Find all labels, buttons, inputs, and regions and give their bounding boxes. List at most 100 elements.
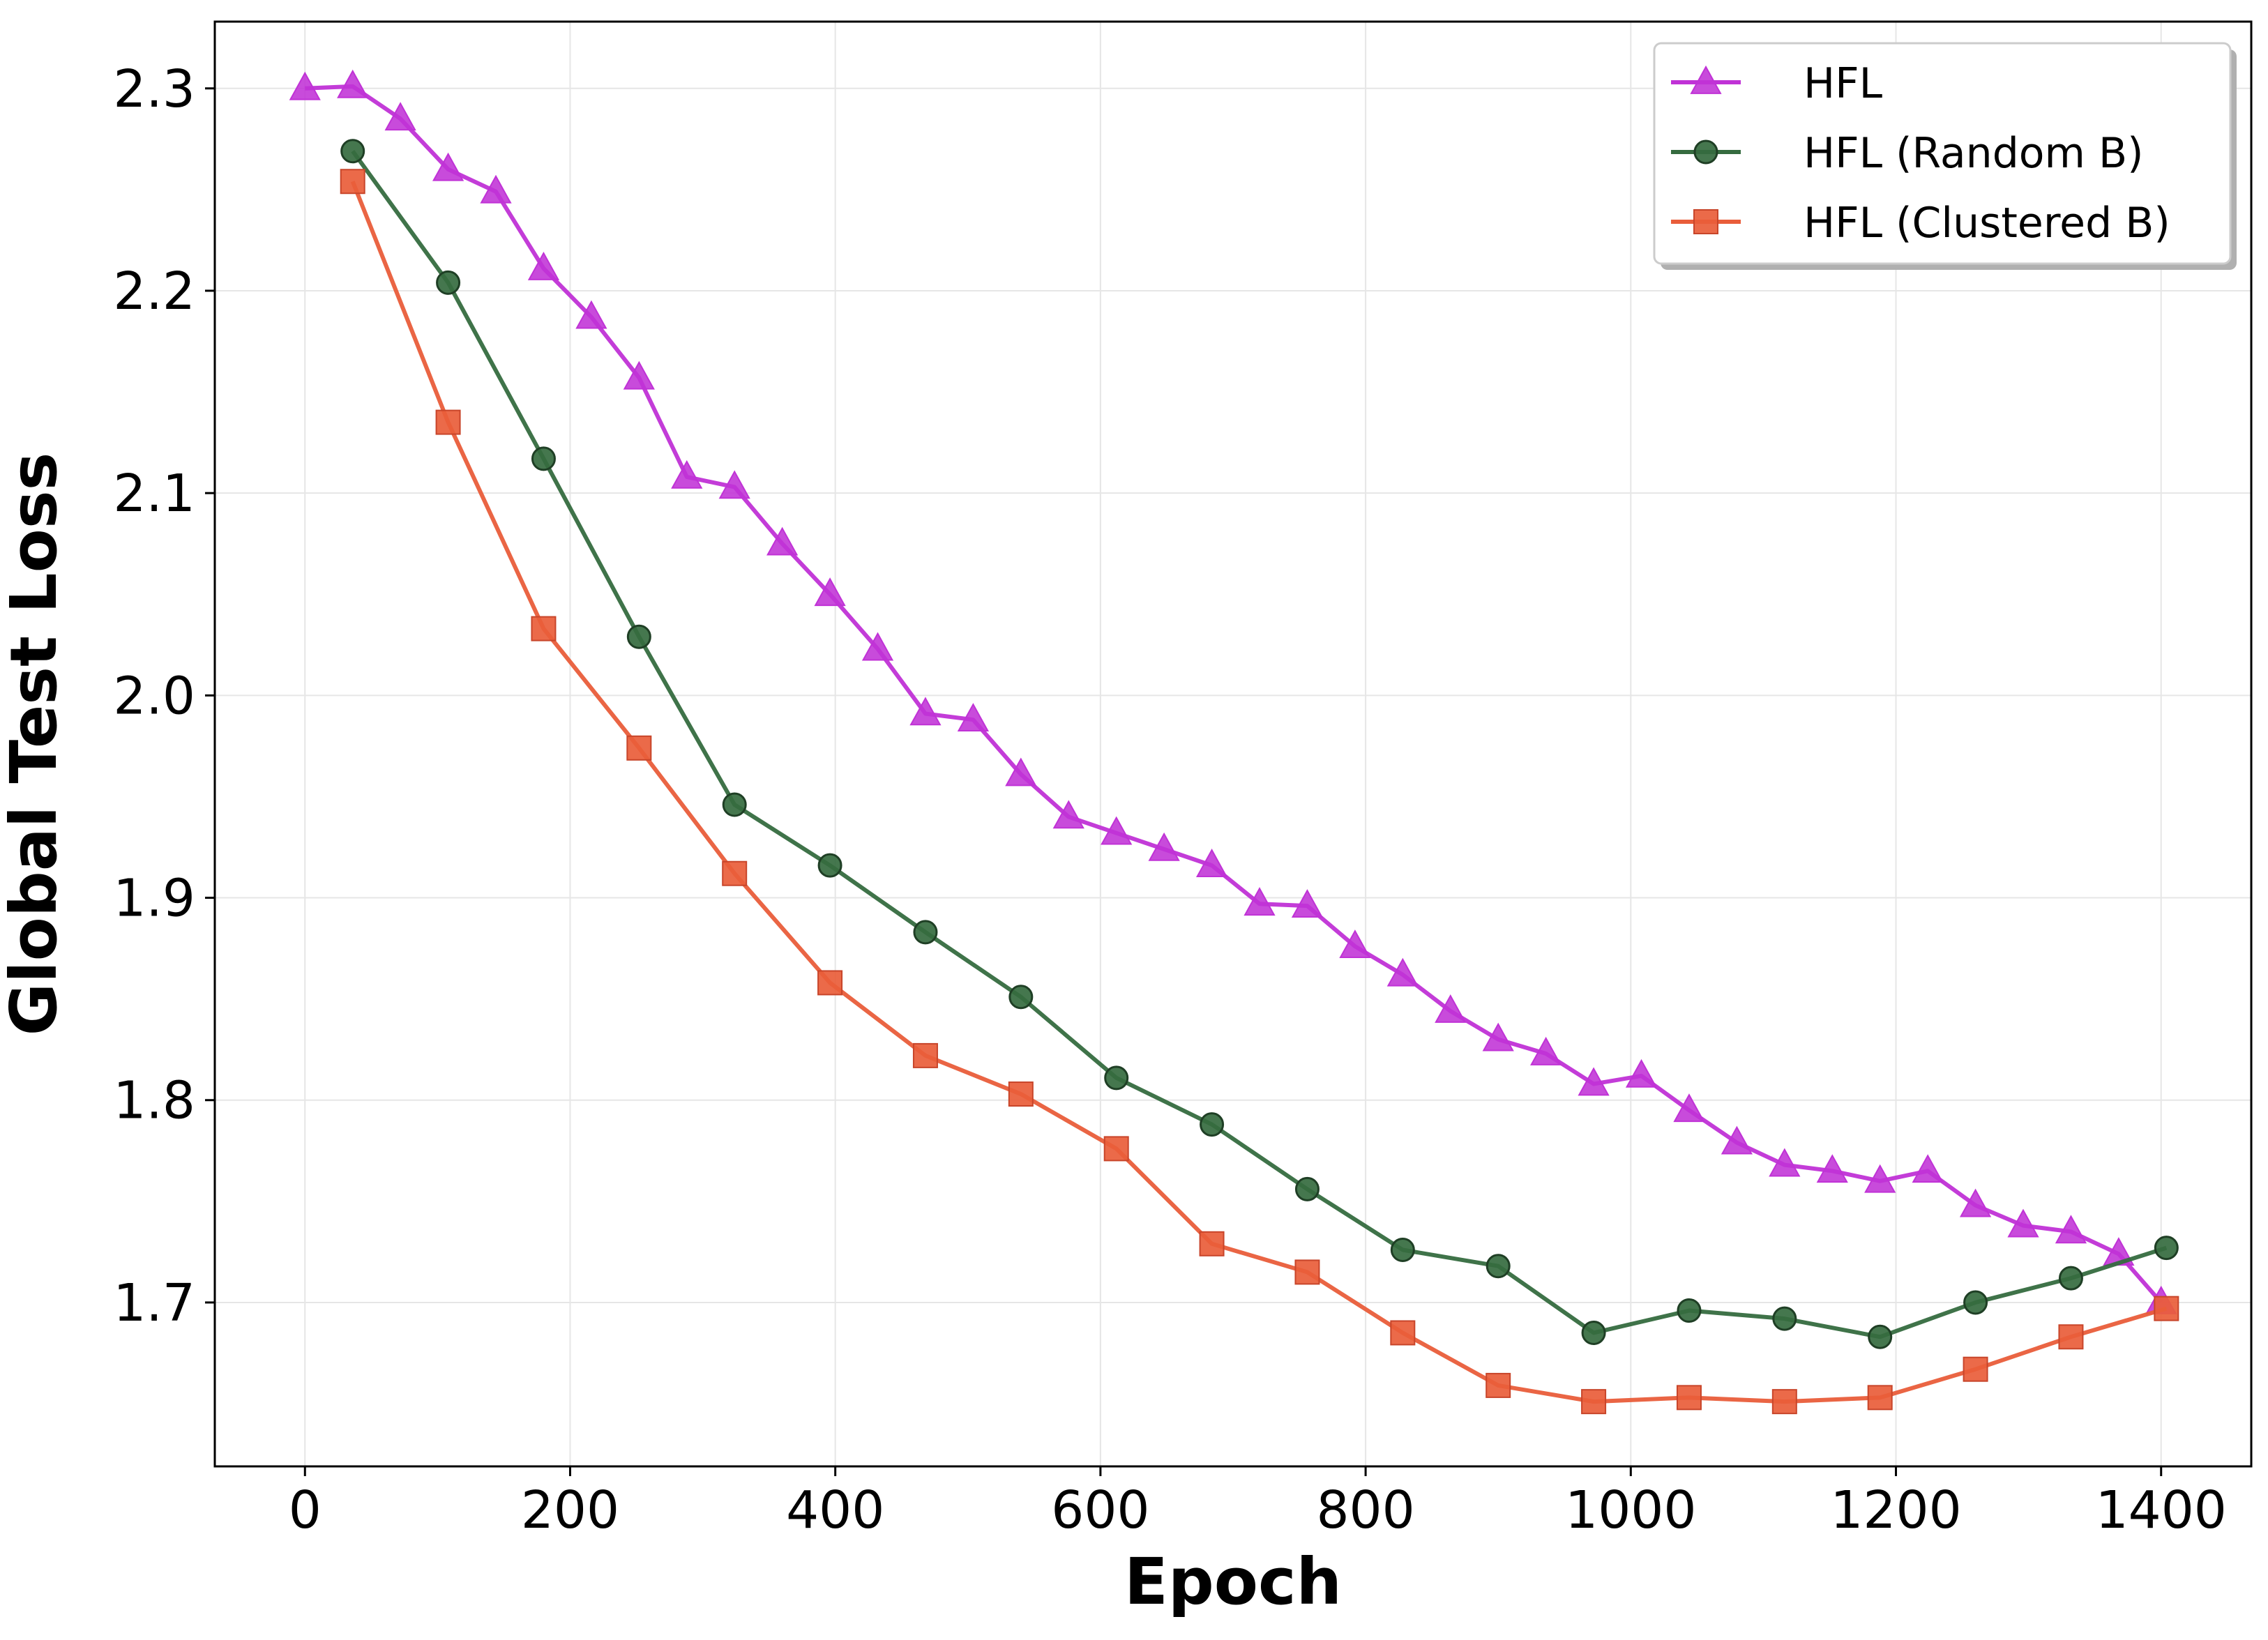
y-tick-label: 1.9 — [113, 869, 195, 929]
x-tick-label: 1200 — [1830, 1480, 1961, 1540]
data-point — [1581, 1389, 1607, 1415]
data-point — [1721, 1125, 1753, 1155]
data-point — [1581, 1320, 1606, 1345]
data-point — [1390, 1237, 1415, 1262]
data-point — [480, 174, 512, 204]
legend-marker — [1690, 65, 1722, 94]
data-point — [1485, 1254, 1511, 1279]
legend-label: HFL (Random B) — [1804, 129, 2144, 178]
data-point — [432, 152, 464, 181]
data-point — [1386, 957, 1419, 987]
data-point — [2154, 1236, 2179, 1261]
data-point — [1294, 1176, 1320, 1201]
data-point — [909, 697, 942, 726]
data-point — [1148, 832, 1180, 861]
data-point — [671, 460, 703, 489]
data-point — [1294, 1259, 1320, 1285]
data-point — [1867, 1385, 1893, 1411]
data-point — [575, 300, 607, 329]
x-tick-label: 800 — [1316, 1480, 1414, 1540]
y-axis-label: Global Test Loss — [0, 453, 71, 1036]
data-point — [435, 409, 461, 435]
data-point — [2058, 1324, 2084, 1350]
legend-box — [1653, 42, 2232, 265]
data-point — [1008, 1081, 1034, 1107]
data-point — [289, 71, 321, 100]
data-point — [1771, 1389, 1797, 1415]
data-point — [912, 1042, 938, 1068]
data-point — [1104, 1065, 1129, 1091]
data-point — [384, 102, 416, 131]
data-point — [1769, 1148, 1801, 1177]
data-point — [1673, 1093, 1705, 1123]
data-point — [1101, 816, 1133, 845]
data-point — [623, 360, 655, 390]
legend-label: HFL — [1804, 59, 1883, 108]
data-point — [1868, 1324, 1893, 1349]
data-point — [340, 169, 365, 195]
data-point — [1199, 1231, 1225, 1256]
y-tick-label: 2.1 — [113, 464, 195, 524]
data-point — [1339, 929, 1371, 959]
data-point — [766, 526, 799, 556]
legend-item: HFL (Random B) — [1671, 129, 2144, 178]
x-tick-label: 600 — [1051, 1480, 1149, 1540]
data-point — [1959, 1188, 1992, 1217]
data-point — [436, 270, 461, 295]
data-point — [814, 577, 846, 607]
series-line — [350, 181, 2168, 1404]
data-point — [722, 860, 748, 886]
data-point — [718, 470, 750, 499]
series-line — [305, 84, 2163, 1304]
x-tick-label: 1400 — [2096, 1480, 2227, 1540]
legend-marker — [1693, 139, 1718, 165]
data-point — [626, 624, 651, 649]
data-point — [1578, 1067, 1610, 1096]
y-tick-label: 1.8 — [113, 1071, 195, 1131]
series-square — [340, 169, 2179, 1415]
data-point — [1103, 1136, 1129, 1162]
y-tick-label: 2.2 — [113, 261, 195, 321]
ticks: 0 200 400 600 800 1000 1200 1400 1.7 1.8 1.9 2.0 2.1… — [113, 59, 2227, 1540]
data-point — [722, 792, 747, 817]
data-point — [2058, 1266, 2083, 1291]
data-point — [1195, 849, 1228, 877]
series-triangle — [289, 69, 2177, 1314]
data-point — [2055, 1215, 2087, 1244]
legend-item: HFL (Clustered B) — [1671, 199, 2170, 248]
data-point — [1676, 1385, 1702, 1411]
data-point — [817, 970, 843, 996]
data-point — [1243, 887, 1276, 916]
data-point — [626, 735, 652, 761]
series-line — [351, 149, 2168, 1339]
data-point — [1772, 1306, 1797, 1331]
data-point — [1963, 1290, 1988, 1315]
y-tick-label: 2.0 — [113, 666, 195, 726]
data-point — [527, 251, 560, 280]
y-tick-label: 1.7 — [113, 1273, 195, 1333]
data-point — [957, 703, 989, 732]
plot-frame — [213, 20, 2253, 1468]
data-point — [1864, 1164, 1896, 1193]
data-point — [913, 920, 938, 945]
data-point — [1485, 1372, 1511, 1398]
data-point — [531, 446, 556, 471]
data-point — [861, 632, 894, 661]
x-axis-label: Epoch — [1124, 1544, 1342, 1619]
y-tick-label: 2.3 — [113, 59, 195, 119]
data-point — [1390, 1320, 1416, 1346]
x-tick-label: 0 — [289, 1480, 322, 1540]
data-point — [1291, 889, 1324, 918]
data-point — [1482, 1022, 1514, 1051]
data-point — [1816, 1154, 1848, 1183]
data-point — [1005, 757, 1037, 787]
data-point — [337, 69, 369, 98]
data-point — [1008, 985, 1034, 1010]
x-tick-label: 200 — [521, 1480, 619, 1540]
data-point — [2007, 1208, 2039, 1238]
series-circle — [340, 139, 2179, 1349]
data-point — [1963, 1356, 1988, 1382]
x-tick-label: 1000 — [1565, 1480, 1696, 1540]
